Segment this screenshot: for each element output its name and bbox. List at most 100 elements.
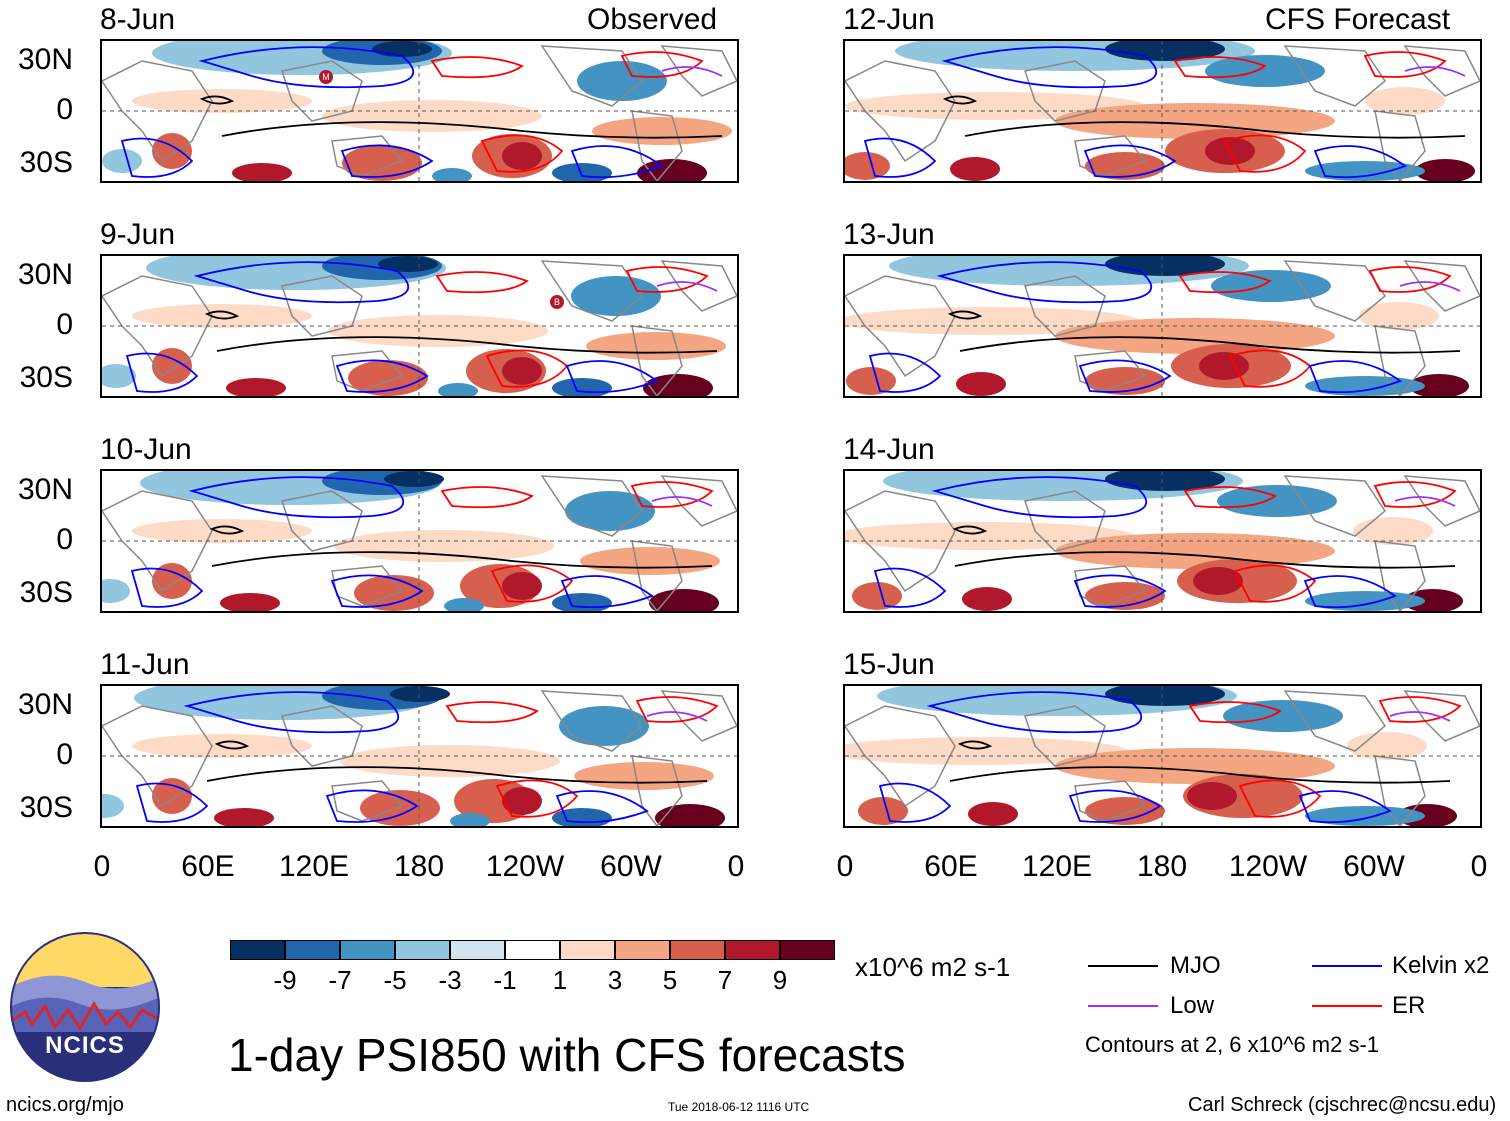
legend-mjo-line (1088, 965, 1158, 967)
anomaly-shading (432, 168, 472, 181)
coastline (660, 475, 737, 527)
legend-kelvin-line (1312, 965, 1382, 967)
contour-er (1173, 56, 1267, 79)
psi850-map (102, 471, 737, 611)
anomaly-shading (845, 152, 890, 180)
contour-mjo (942, 95, 978, 105)
contour-kelvin (340, 144, 434, 178)
x-tick-120e: 120E (278, 850, 350, 883)
contour-er (480, 134, 564, 173)
colorbar-swatch (505, 940, 560, 960)
anomaly-shading (592, 117, 732, 145)
contour-low (656, 281, 718, 292)
contour-kelvin (868, 352, 942, 393)
logo-text: NCICS (45, 1032, 125, 1059)
contour-er (1233, 564, 1317, 603)
coastline (845, 60, 956, 163)
contour-mjo (211, 551, 713, 569)
contour-mjo (216, 336, 718, 354)
contour-kelvin (565, 360, 659, 394)
anomaly-shading (450, 813, 490, 826)
map-panel-12-jun (843, 39, 1482, 183)
x-tick-0-end: 0 (1470, 850, 1488, 883)
contour-kelvin (941, 46, 1158, 89)
coastline (540, 260, 643, 322)
colorbar-swatch (395, 940, 450, 960)
contour-low (651, 496, 713, 507)
x-tick-60w: 60W (1343, 850, 1405, 883)
anomaly-shading (342, 145, 422, 181)
colorbar-tick-label: -7 (328, 965, 352, 995)
x-tick-120w: 120W (1228, 850, 1308, 883)
anomaly-shading (1055, 103, 1335, 139)
y-tick-30s: 30S (19, 361, 73, 394)
contour-kelvin (1298, 790, 1392, 824)
contour-kelvin (193, 261, 410, 304)
anomaly-shading (565, 491, 655, 531)
contour-kelvin (335, 359, 429, 393)
colorbar-swatch (670, 940, 725, 960)
panel-date-11-jun: 11-Jun (100, 648, 190, 681)
anomaly-shading (852, 582, 902, 610)
coastline (1403, 45, 1480, 97)
contour-kelvin (926, 691, 1143, 734)
anomaly-shading (378, 256, 438, 272)
legend-mjo-label: MJO (1170, 952, 1221, 979)
y-tick-30s: 30S (19, 791, 73, 824)
colorbar-swatch (340, 940, 395, 960)
coastline (1374, 325, 1426, 396)
anomaly-shading (322, 100, 542, 132)
anomaly-shading (1205, 55, 1325, 87)
coastline (845, 275, 956, 378)
anomaly-shading (845, 522, 1133, 550)
anomaly-shading (1187, 782, 1237, 810)
contour-kelvin (555, 790, 649, 824)
anomaly-shading (1305, 376, 1425, 396)
contour-er (435, 271, 529, 294)
panel-date-9-jun: 9-Jun (100, 218, 176, 251)
x-tick-0: 0 (836, 850, 854, 883)
anomaly-shading (586, 332, 726, 360)
anomaly-shading (502, 787, 542, 815)
y-tick-0: 0 (56, 308, 73, 341)
contour-kelvin (125, 352, 199, 393)
coastline (331, 350, 404, 392)
coastline (331, 780, 404, 822)
colorbar-swatch (450, 940, 505, 960)
anomaly-shading (956, 372, 1006, 396)
psi850-map (845, 471, 1480, 611)
y-tick-30s: 30S (19, 576, 73, 609)
anomaly-shading (559, 706, 649, 746)
anomaly-shading (1105, 41, 1225, 61)
anomaly-shading (1353, 517, 1433, 545)
storm-marker-b: B (550, 295, 564, 309)
anomaly-shading (502, 142, 542, 170)
legend-kelvin-label: Kelvin x2 (1392, 952, 1490, 979)
contour-low (1389, 711, 1451, 722)
coastline (631, 540, 683, 611)
panel-date-15-jun: 15-Jun (843, 648, 935, 681)
anomaly-shading (132, 304, 312, 328)
contour-kelvin (135, 782, 209, 823)
coastline (631, 325, 683, 396)
map-panel-13-jun (843, 254, 1482, 398)
anomaly-shading (1055, 318, 1335, 354)
coastline (845, 705, 956, 808)
anomaly-shading (1055, 533, 1335, 569)
observed-header: Observed (587, 3, 718, 36)
coastline (1403, 690, 1480, 742)
contour-kelvin (188, 476, 405, 519)
anomaly-shading (1415, 159, 1475, 181)
contour-kelvin (936, 261, 1153, 304)
contour-er (1368, 266, 1452, 293)
coastline (1403, 260, 1480, 312)
contour-er (1373, 481, 1457, 508)
contour-er (625, 266, 709, 293)
coastline (1374, 540, 1426, 611)
legend-low-label: Low (1170, 992, 1215, 1019)
contour-er (440, 486, 534, 509)
anomaly-shading (390, 686, 450, 702)
anomaly-shading (444, 598, 484, 611)
anomaly-shading (334, 530, 554, 562)
contour-kelvin (570, 145, 664, 179)
